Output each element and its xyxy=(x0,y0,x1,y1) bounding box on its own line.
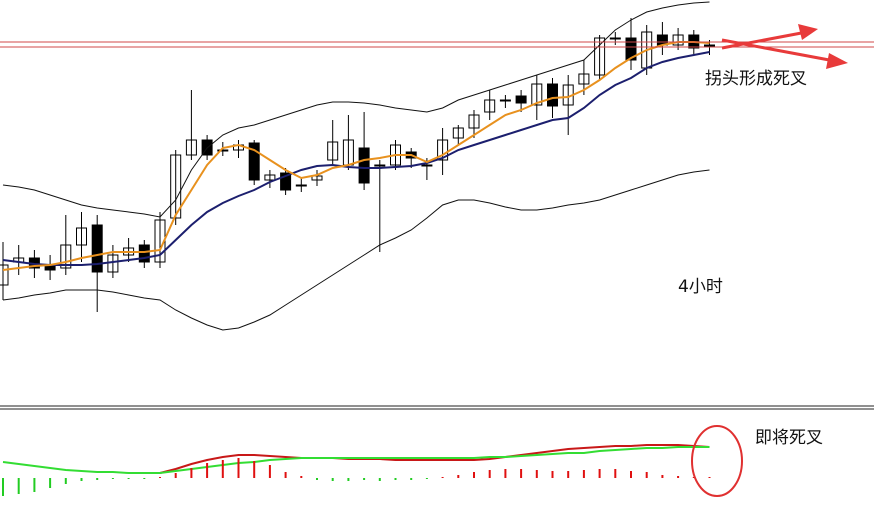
histogram-bar xyxy=(535,470,538,478)
candle-body xyxy=(0,264,9,286)
histogram-bar xyxy=(80,478,83,481)
histogram-bar xyxy=(143,478,146,479)
histogram-bar xyxy=(17,478,20,494)
histogram-bar xyxy=(284,472,287,478)
histogram-bar xyxy=(457,475,460,478)
histogram-bar xyxy=(111,478,114,479)
histogram-bar xyxy=(159,477,161,478)
histogram-bar xyxy=(441,477,444,478)
histogram-bar xyxy=(174,473,177,478)
histogram-bar xyxy=(488,470,491,478)
histogram-bar xyxy=(567,471,570,478)
histogram-bar xyxy=(316,478,318,480)
histogram-bar xyxy=(645,472,648,478)
histogram-bar xyxy=(692,477,695,478)
histogram-bar xyxy=(378,478,381,481)
histogram-bar xyxy=(49,478,52,488)
highlight-circle xyxy=(691,425,743,497)
indicator-line xyxy=(2,446,710,474)
histogram-bar xyxy=(268,465,271,478)
histogram-bar xyxy=(677,476,680,478)
histogram-bar xyxy=(614,469,617,478)
annotation: 即将死叉 xyxy=(755,428,823,448)
histogram-bar xyxy=(504,469,507,478)
histogram-bar xyxy=(551,471,554,478)
histogram-bar xyxy=(221,460,224,478)
histogram-bar xyxy=(425,478,428,479)
indicator-line xyxy=(2,1,710,218)
histogram-bar xyxy=(347,478,350,481)
indicator-line xyxy=(2,169,710,331)
histogram-bar xyxy=(708,477,711,478)
histogram-bar xyxy=(630,471,632,478)
histogram-bar xyxy=(190,468,193,478)
histogram-bar xyxy=(64,478,67,484)
histogram-bar xyxy=(237,458,240,478)
histogram-bar xyxy=(661,475,664,478)
histogram-bar xyxy=(598,469,601,478)
histogram-bar xyxy=(582,470,585,478)
histogram-bar xyxy=(96,478,99,480)
arrows xyxy=(721,24,848,69)
histogram-bar xyxy=(363,478,366,480)
histogram-bar xyxy=(394,478,397,480)
histogram-bar xyxy=(331,478,334,481)
histogram-bar xyxy=(2,478,4,496)
indicator-line xyxy=(159,444,710,474)
histogram-bar xyxy=(253,461,256,478)
histogram-bar xyxy=(473,472,475,478)
histogram-bar xyxy=(127,478,130,479)
histogram-bar xyxy=(410,478,413,480)
indicator-line xyxy=(2,41,710,271)
histogram-bar xyxy=(300,476,303,478)
indicator-line xyxy=(2,51,710,266)
histogram-bar xyxy=(33,478,36,492)
annotation: 拐头形成死叉 xyxy=(705,69,807,89)
histogram-bar xyxy=(206,463,209,478)
annotation: 4小时 xyxy=(678,277,723,297)
histogram-bar xyxy=(520,469,523,478)
